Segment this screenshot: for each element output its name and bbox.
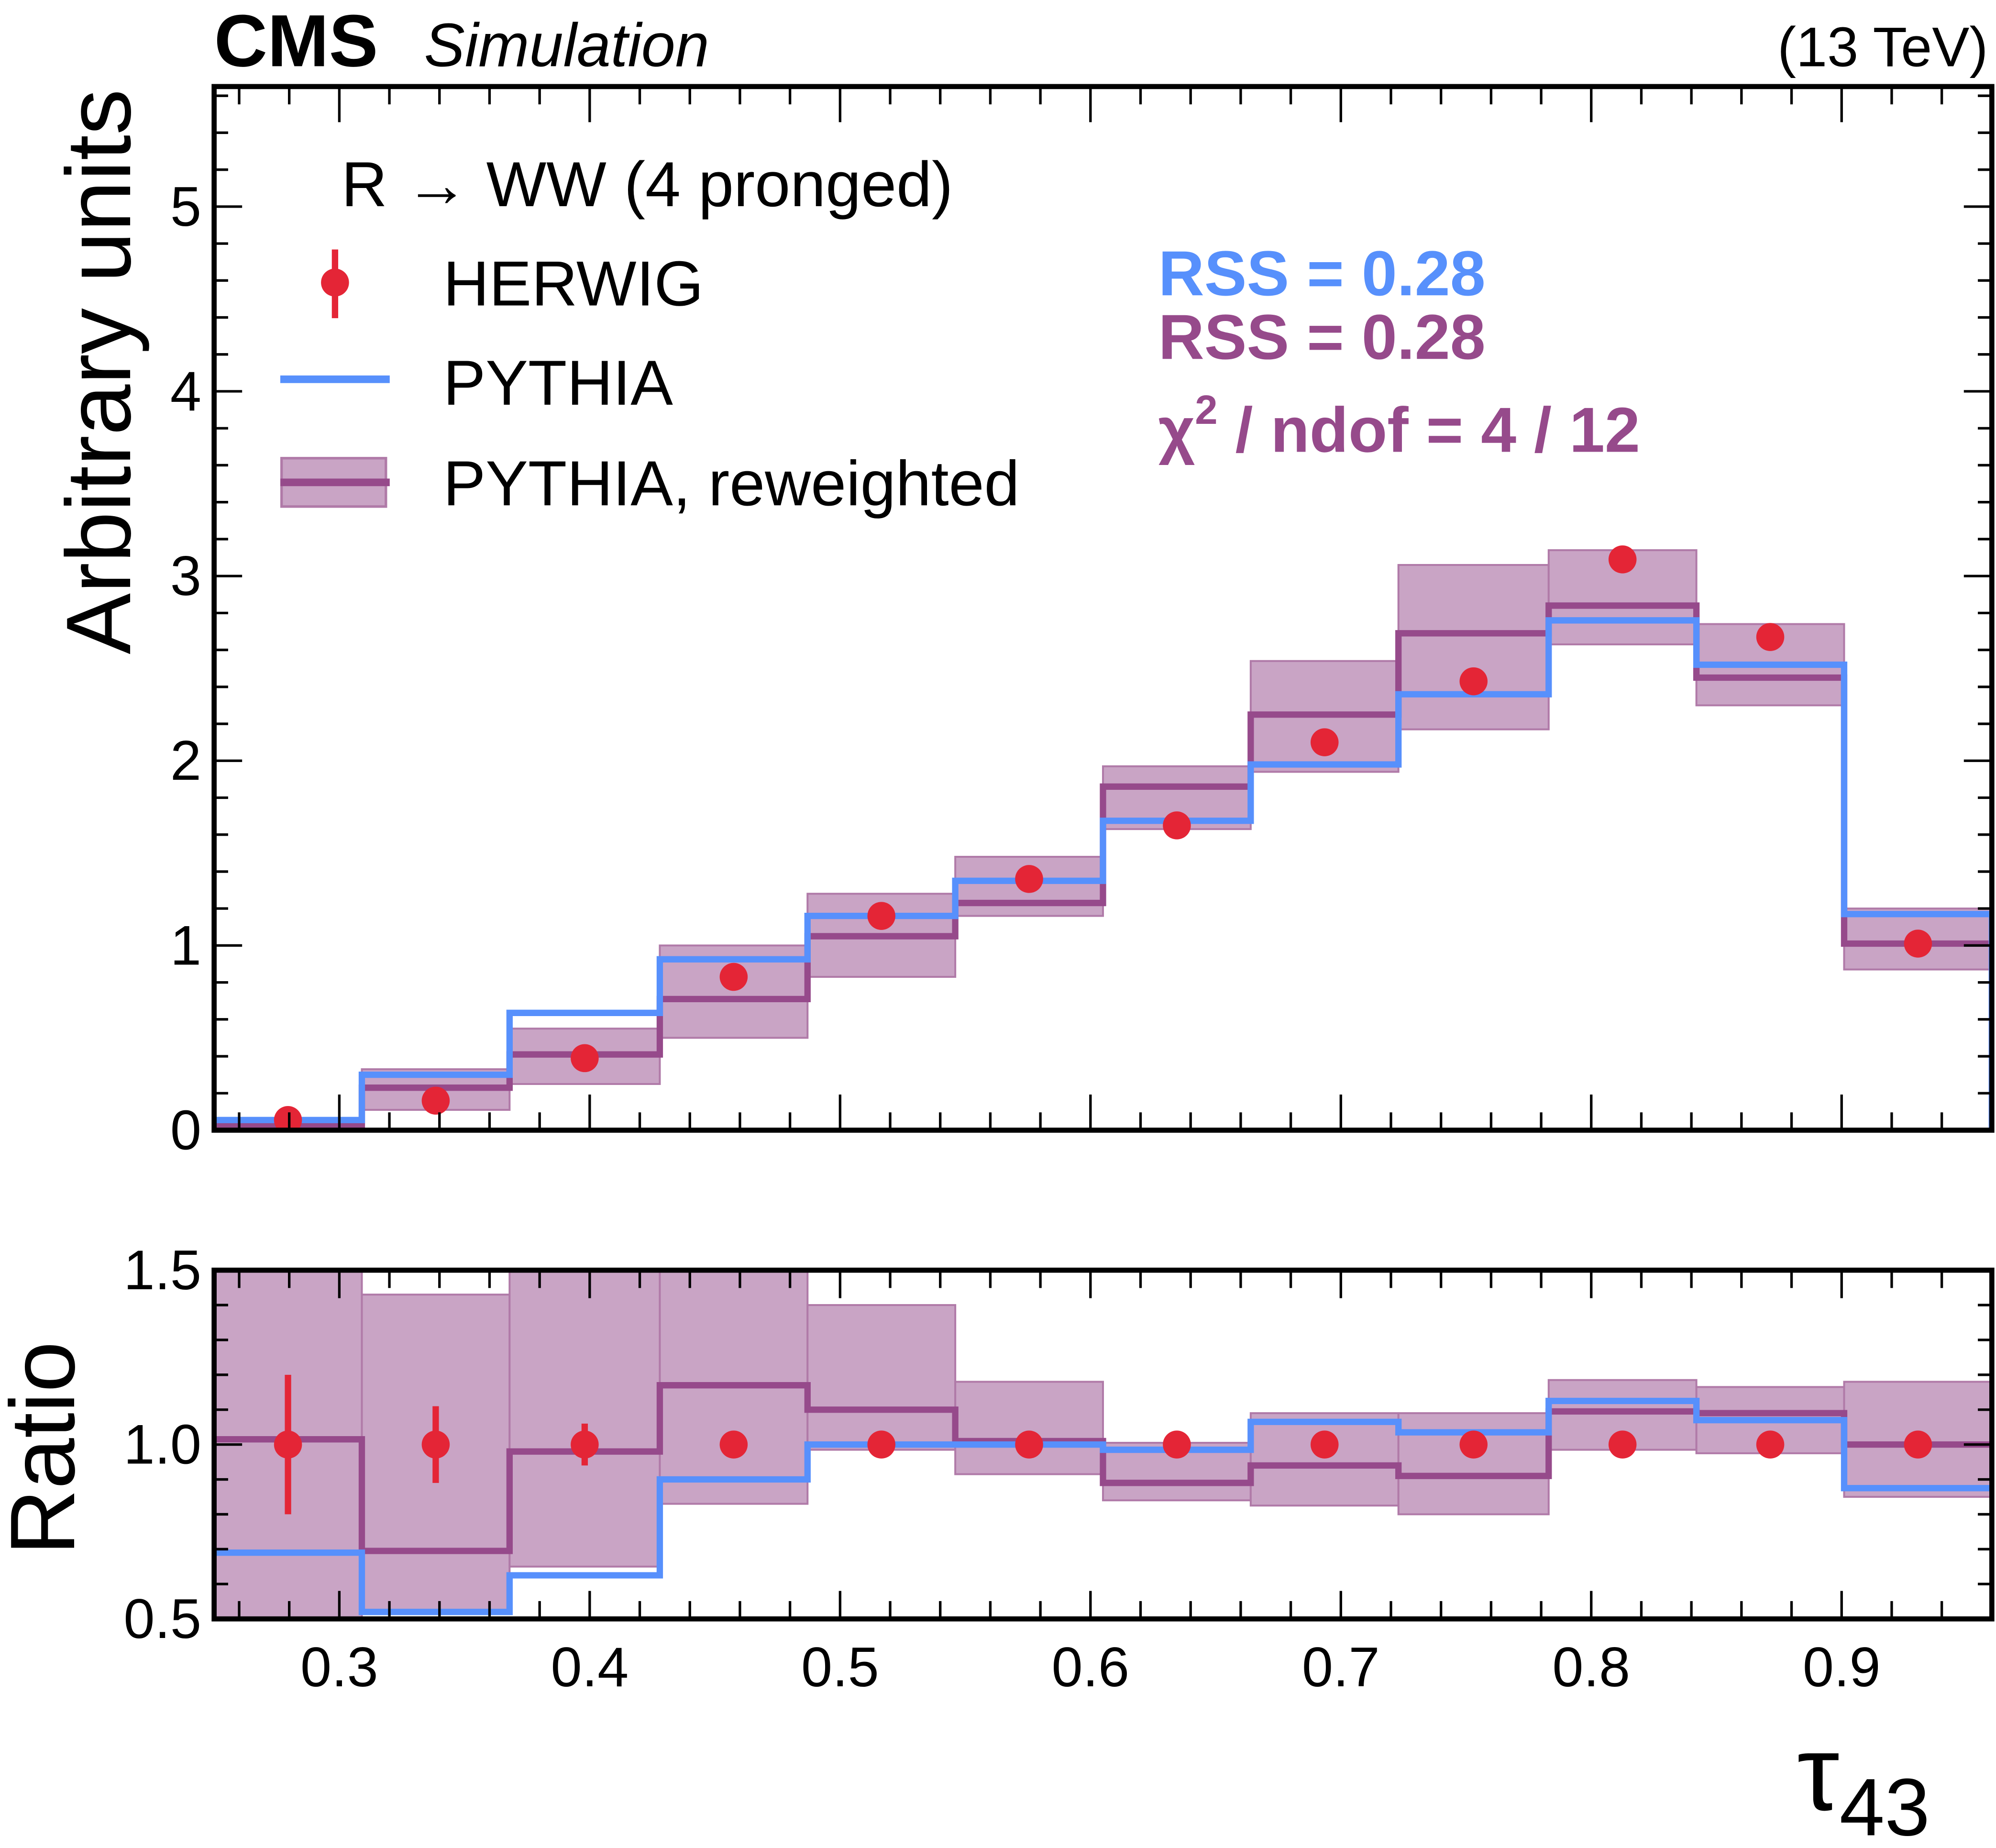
ratio-herwig-point [1459, 1430, 1488, 1459]
ratio-herwig-point [421, 1430, 450, 1459]
legend-reweighted-label: PYTHIA, reweighted [443, 448, 1020, 519]
ratio-herwig-point [1015, 1430, 1043, 1459]
ratio-reweighted-band-bin [806, 1304, 957, 1451]
x-tick-label: 0.7 [1302, 1636, 1380, 1698]
ratio-herwig-point [867, 1430, 895, 1459]
x-tick-label: 0.5 [801, 1636, 879, 1698]
main-pythia-step [214, 617, 1992, 1130]
main-herwig-point [1015, 865, 1043, 893]
ratio-y-tick-label: 0.5 [123, 1587, 201, 1650]
main-y-tick-label: 1 [170, 914, 201, 976]
main-herwig-point [1310, 728, 1339, 756]
x-axis-label: τ43 [1797, 1714, 1930, 1848]
ratio-reweighted-band-bin [508, 1270, 661, 1568]
main-herwig-point [1904, 930, 1932, 958]
main-herwig-point [1459, 667, 1488, 696]
ratio-herwig-point [1756, 1430, 1785, 1459]
main-y-tick-label: 4 [170, 360, 201, 422]
main-reweighted-band-bin [1547, 549, 1698, 645]
ratio-herwig-point [1608, 1430, 1637, 1459]
chi2-annotation: χ2 / ndof = 4 / 12 [1158, 387, 1640, 466]
main-y-tick-label: 5 [170, 175, 201, 238]
legend: R → WW (4 pronged) HERWIG PYTHIA PYTHIA,… [280, 149, 1020, 519]
ratio-y-tick-label: 1.0 [123, 1413, 201, 1476]
chi2-rest: / ndof = 4 / 12 [1218, 395, 1640, 465]
ratio-herwig-point [1310, 1430, 1339, 1459]
simulation-label: Simulation [424, 11, 709, 79]
ratio-pythia-step [214, 1397, 1992, 1616]
cms-label: CMS [214, 0, 378, 82]
main-y-tick-label: 2 [170, 729, 201, 792]
ratio-herwig-point [1904, 1430, 1932, 1459]
main-y-tick-label: 0 [170, 1098, 201, 1161]
energy-label: (13 TeV) [1777, 15, 1988, 78]
ratio-plot-marks [214, 1270, 1992, 1619]
x-tick-label: 0.8 [1552, 1636, 1630, 1698]
legend-herwig-marker [321, 268, 349, 297]
ratio-reweighted-band-bin [1249, 1412, 1400, 1507]
main-herwig-point [719, 963, 748, 991]
x-tick-label: 0.9 [1803, 1636, 1881, 1698]
ratio-reweighted-band-bin [954, 1381, 1104, 1475]
x-axis-label-main: τ [1797, 1714, 1839, 1833]
rss-pythia-annotation: RSS = 0.28 [1158, 238, 1486, 309]
legend-title: R → WW (4 pronged) [342, 149, 953, 220]
x-tick-label: 0.6 [1051, 1636, 1129, 1698]
main-frame [211, 84, 1995, 1133]
main-herwig-point [867, 902, 895, 930]
x-tick-label: 0.4 [551, 1636, 629, 1698]
ratio-herwig-point [1163, 1430, 1191, 1459]
main-herwig-point [1756, 623, 1785, 651]
main-plot-marks [214, 545, 1992, 1130]
y-axis-label-main: Arbitrary units [47, 89, 150, 654]
main-y-tick-label: 3 [170, 544, 201, 607]
main-reweighted-band-bin [1397, 564, 1550, 730]
ratio-herwig-point [719, 1430, 748, 1459]
chi2-superscript: 2 [1195, 387, 1217, 433]
ratio-reweighted-band-bin [1397, 1412, 1550, 1516]
ratio-herwig-point [571, 1430, 599, 1459]
rss-reweighted-annotation: RSS = 0.28 [1158, 302, 1486, 373]
ratio-reweighted-band-bin [659, 1270, 809, 1505]
main-herwig-point [1608, 545, 1637, 574]
ratio-y-tick-label: 1.5 [123, 1239, 201, 1301]
main-herwig-point [571, 1044, 599, 1073]
ratio-herwig-point [274, 1430, 302, 1459]
legend-pythia-label: PYTHIA [443, 348, 673, 419]
axes: 0 1 2 3 4 5 0.5 1.0 1.5 0.3 0.4 0.5 0.6 0.7 0.8 0.9 [123, 84, 1995, 1698]
y-axis-label-ratio: Ratio [0, 1341, 94, 1555]
main-herwig-point [1163, 811, 1191, 840]
legend-herwig-label: HERWIG [443, 249, 704, 320]
x-axis-label-sub: 43 [1840, 1762, 1930, 1848]
chi2-symbol: χ [1158, 395, 1195, 465]
x-tick-label: 0.3 [300, 1636, 378, 1698]
main-herwig-point [421, 1086, 450, 1115]
